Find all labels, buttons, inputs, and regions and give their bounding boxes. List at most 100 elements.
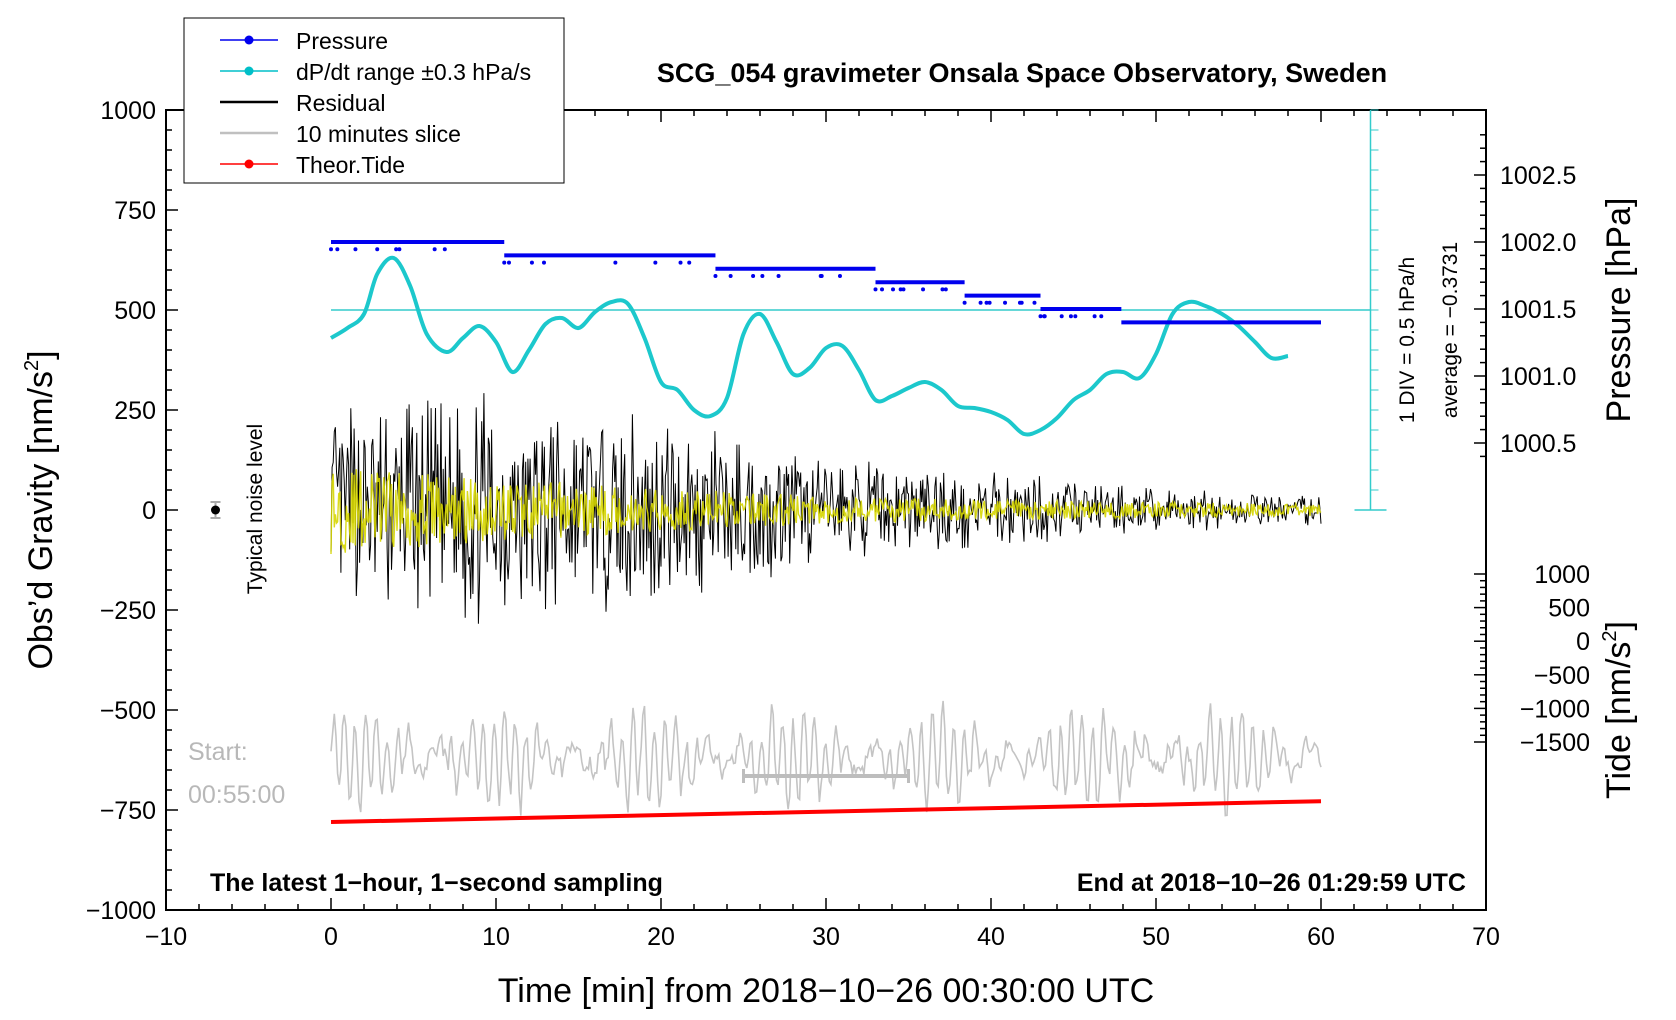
dpdt-line: [329, 255, 1289, 437]
pressure-point: [987, 300, 992, 305]
y-axis-title-tide-main: Tide [nm/s: [1600, 642, 1638, 799]
legend-marker: [244, 159, 254, 169]
pressure-point: [943, 287, 948, 292]
x-tick-label: 20: [647, 923, 675, 951]
y-axis-title-gravity-tail: ]: [22, 350, 60, 359]
pressure-point: [837, 274, 842, 278]
left-tick-label: 250: [114, 397, 156, 425]
left-tick-label: −1000: [86, 897, 156, 925]
scale-average-label: average = −0.3731: [1439, 242, 1462, 418]
left-tick-label: 500: [114, 297, 156, 325]
noise-point: [211, 505, 220, 515]
pressure-point: [329, 247, 334, 252]
chart-title: SCG_054 gravimeter Onsala Space Observat…: [657, 58, 1387, 88]
legend-label: Residual: [296, 90, 386, 116]
pressure-point: [984, 300, 989, 305]
pressure-point: [1003, 300, 1008, 305]
slice-line: [330, 700, 1322, 817]
pressure-tick-label: 1002.5: [1500, 162, 1576, 190]
pressure-point: [1092, 314, 1097, 319]
x-axis-title: Time [min] from 2018−10−26 00:30:00 UTC: [498, 972, 1154, 1010]
noise-level-label: Typical noise level: [244, 424, 267, 594]
legend: Pressure dP/dt range ±0.3 hPa/s Residual 10…: [183, 17, 565, 184]
tide-line: [330, 799, 1322, 824]
pressure-point: [613, 260, 618, 265]
start-label: Start:: [188, 738, 248, 766]
pressure-point: [502, 260, 507, 265]
pressure-point: [776, 274, 781, 278]
tide-tick-label: −1500: [1520, 729, 1590, 757]
pressure-point: [1059, 314, 1064, 319]
pressure-point: [1068, 314, 1073, 319]
pressure-point: [978, 300, 983, 305]
legend-label: Pressure: [296, 28, 388, 54]
left-tick-label: −500: [100, 697, 156, 725]
left-tick-label: 0: [142, 497, 156, 525]
left-axis-ticks: 1000 750 500 250 0 −250 −500 −750 −1000: [86, 97, 178, 925]
x-axis-ticks: −10 0 10 20 30 40 50 60 70: [145, 110, 1500, 951]
y-axis-title-gravity-main: Obs’d Gravity [nm/s: [22, 371, 60, 670]
left-tick-label: 750: [114, 197, 156, 225]
pressure-point: [921, 287, 926, 292]
y-axis-title-tide-sup: 2: [1599, 630, 1621, 641]
left-tick-label: −750: [100, 797, 156, 825]
pressure-point: [901, 287, 906, 292]
pressure-point: [394, 247, 399, 252]
legend-box: [183, 17, 565, 184]
start-time-label: 00:55:00: [188, 781, 285, 809]
legend-entries: Pressure dP/dt range ±0.3 hPa/s Residual 10…: [220, 28, 531, 178]
pressure-point: [1038, 314, 1043, 319]
pressure-series: [329, 240, 1321, 325]
pressure-point: [529, 260, 534, 265]
pressure-point: [751, 274, 756, 278]
tide-tick-label: 500: [1548, 595, 1590, 623]
pressure-point: [678, 260, 683, 265]
pressure-point: [432, 247, 437, 252]
x-tick-label: 50: [1142, 923, 1170, 951]
bottom-left-note: The latest 1−hour, 1−second sampling: [210, 869, 663, 897]
residual-line: [330, 393, 1322, 624]
pressure-point: [891, 287, 896, 292]
smoothed-residual-line: [330, 469, 1322, 555]
dpdt-series: [329, 255, 1371, 437]
y-axis-title-pressure: Pressure [hPa]: [1600, 198, 1638, 423]
left-tick-label: 1000: [100, 97, 156, 125]
smoothed-residual-series: [330, 469, 1322, 555]
pressure-point: [940, 287, 945, 292]
pressure-point: [728, 274, 733, 278]
pressure-point: [819, 274, 824, 278]
x-tick-label: 40: [977, 923, 1005, 951]
tide-tick-label: 0: [1576, 628, 1590, 656]
tide-axis-ticks: 1000 500 0 −500 −1000 −1500: [1474, 561, 1590, 757]
pressure-point: [506, 260, 511, 265]
pressure-point: [653, 260, 658, 265]
pressure-point: [760, 274, 765, 278]
tide-tick-label: 1000: [1534, 561, 1590, 589]
pressure-point: [397, 247, 402, 252]
y-axis-title-gravity-sup: 2: [21, 360, 43, 371]
x-tick-label: 0: [324, 923, 338, 951]
legend-marker: [244, 35, 254, 45]
pressure-point: [1042, 314, 1047, 319]
pressure-point: [880, 287, 885, 292]
legend-marker: [244, 66, 254, 76]
x-tick-label: 70: [1472, 923, 1500, 951]
tide-series: [330, 799, 1322, 824]
pressure-point: [353, 247, 358, 252]
pressure-point: [1019, 300, 1024, 305]
pressure-point: [335, 247, 340, 252]
bottom-right-note: End at 2018−10−26 01:29:59 UTC: [1077, 869, 1466, 897]
pressure-tick-label: 1001.5: [1500, 296, 1576, 324]
pressure-point: [1073, 314, 1078, 319]
slice-series: [330, 700, 1322, 817]
legend-label: 10 minutes slice: [296, 121, 461, 147]
y-axis-title-tide-tail: ]: [1600, 621, 1638, 630]
y-axis-title-gravity: Obs’d Gravity [nm/s2]: [21, 350, 60, 669]
pressure-axis-ticks: 1002.5 1002.0 1001.5 1001.0 1000.5: [1474, 134, 1576, 458]
tide-tick-label: −500: [1534, 662, 1590, 690]
pressure-point: [962, 300, 967, 305]
pressure-point: [1032, 300, 1037, 305]
tide-tick-label: −1000: [1520, 695, 1590, 723]
pressure-point: [713, 274, 718, 278]
